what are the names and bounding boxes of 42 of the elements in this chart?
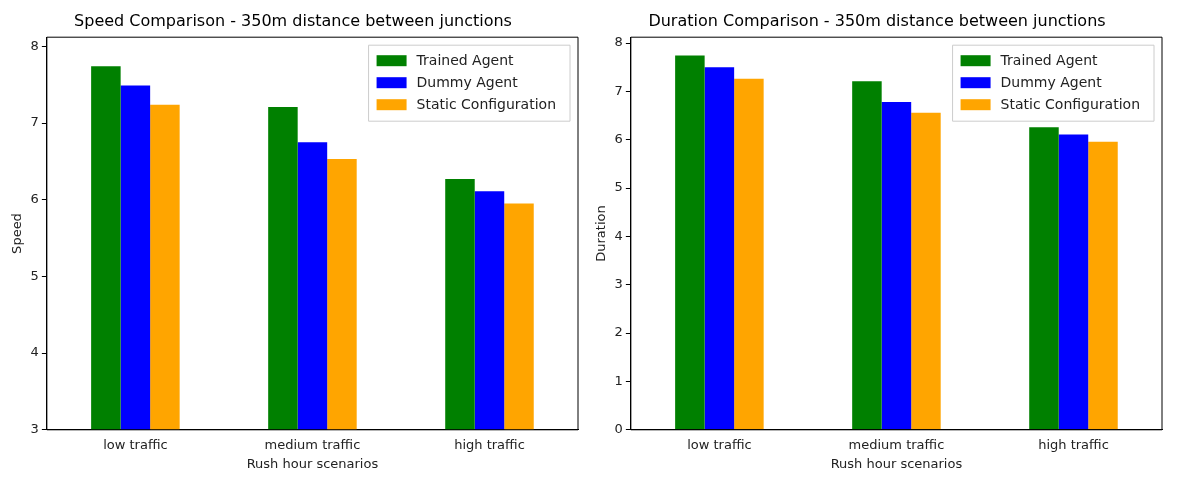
- y-tick-label: 5: [614, 179, 623, 195]
- legend-label: Dummy Agent: [1000, 73, 1103, 90]
- y-tick-label: 5: [30, 267, 39, 283]
- bar: [1088, 141, 1118, 430]
- x-tick-label: low traffic: [687, 436, 752, 452]
- bar: [881, 101, 912, 430]
- y-tick-label: 8: [30, 37, 39, 53]
- y-tick-label: 3: [614, 276, 623, 292]
- y-axis-title: Duration: [593, 205, 609, 262]
- bar: [1058, 134, 1089, 430]
- bar: [675, 55, 705, 430]
- legend-label: Static Configuration: [416, 95, 557, 112]
- x-tick-label: low traffic: [103, 436, 168, 452]
- y-tick-label: 7: [30, 114, 39, 130]
- y-tick-label: 1: [614, 372, 623, 388]
- y-tick-label: 7: [614, 82, 623, 98]
- x-tick-label: high traffic: [454, 436, 525, 452]
- x-tick-label: medium traffic: [848, 436, 945, 452]
- y-tick-label: 8: [614, 34, 623, 50]
- chart-title: Duration Comparison - 350m distance between junctions: [648, 10, 1106, 30]
- x-axis-title: Rush hour scenarios: [830, 455, 963, 471]
- y-tick-label: 6: [30, 191, 39, 207]
- x-tick-label: high traffic: [1038, 436, 1109, 452]
- x-axis-title: Rush hour scenarios: [246, 455, 379, 471]
- x-tick-label: medium traffic: [264, 436, 361, 452]
- chart-title: Speed Comparison - 350m distance between junctions: [74, 10, 512, 30]
- y-tick-label: 6: [614, 131, 623, 147]
- bar: [911, 112, 941, 430]
- y-tick-label: 2: [614, 324, 623, 340]
- legend-label: Trained Agent: [999, 51, 1099, 68]
- bar: [852, 81, 882, 430]
- y-tick-label: 4: [614, 227, 623, 243]
- bar: [1029, 127, 1059, 430]
- y-tick-label: 0: [614, 421, 623, 437]
- y-axis-title: Speed: [9, 213, 25, 254]
- bar: [734, 78, 764, 430]
- y-tick-label: 3: [30, 421, 39, 437]
- legend-label: Dummy Agent: [416, 73, 519, 90]
- bar: [704, 67, 735, 430]
- legend-label: Trained Agent: [415, 51, 515, 68]
- y-tick-label: 4: [30, 344, 39, 360]
- legend-label: Static Configuration: [1000, 95, 1141, 112]
